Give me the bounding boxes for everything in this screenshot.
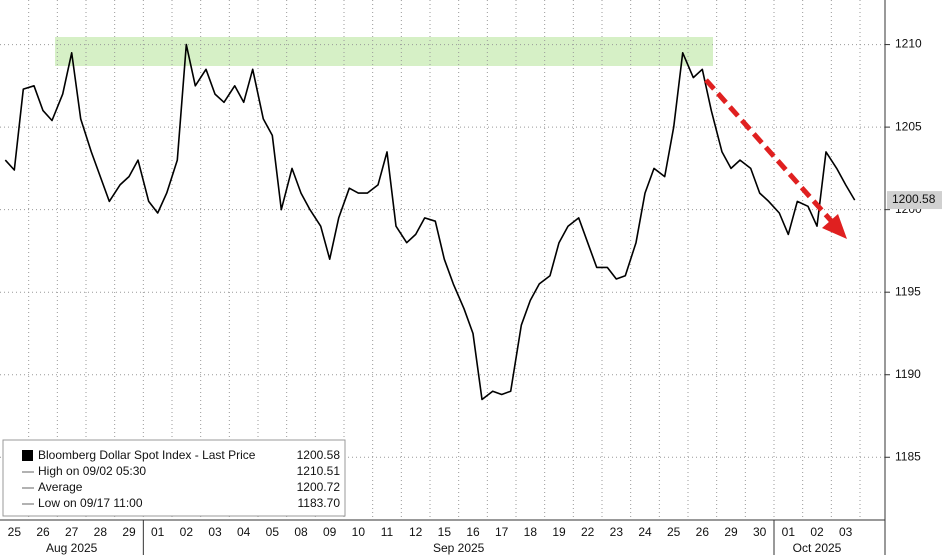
- x-tick-label: 18: [524, 525, 538, 539]
- y-tick-label: 1190: [895, 367, 921, 381]
- x-tick-label: 11: [381, 525, 394, 539]
- x-tick-label: 03: [839, 525, 853, 539]
- x-tick-label: 27: [65, 525, 79, 539]
- x-tick-label: 08: [294, 525, 308, 539]
- month-label: Sep 2025: [433, 541, 485, 555]
- x-tick-label: 29: [724, 525, 738, 539]
- x-tick-label: 02: [810, 525, 824, 539]
- highlight-band: [55, 37, 713, 66]
- legend-stat-label: Low on 09/17 11:00: [38, 496, 143, 510]
- x-tick-label: 25: [8, 525, 22, 539]
- legend-stat-label: Average: [38, 480, 83, 494]
- last-price-tag: [887, 191, 942, 210]
- x-tick-label: 04: [237, 525, 251, 539]
- x-tick-label: 30: [753, 525, 767, 539]
- x-tick-label: 22: [581, 525, 595, 539]
- x-tick-label: 19: [552, 525, 566, 539]
- x-tick-label: 10: [352, 525, 366, 539]
- x-tick-label: 01: [782, 525, 796, 539]
- last-price-label: 1200.58: [892, 192, 936, 206]
- y-tick-label: 1185: [895, 449, 921, 463]
- y-tick-label: 1195: [895, 284, 921, 298]
- legend-value: 1200.58: [297, 448, 341, 462]
- x-tick-label: 28: [94, 525, 108, 539]
- x-tick-label: 26: [696, 525, 710, 539]
- x-tick-label: 01: [151, 525, 165, 539]
- series-line: [4, 43, 856, 401]
- x-tick-label: 23: [610, 525, 624, 539]
- x-tick-label: 09: [323, 525, 337, 539]
- legend-stat-label: High on 09/02 05:30: [38, 464, 146, 478]
- month-label: Aug 2025: [46, 541, 98, 555]
- legend-stat-value: 1210.51: [297, 464, 341, 478]
- legend-stat-value: 1200.72: [297, 480, 341, 494]
- legend-swatch: [22, 450, 33, 461]
- x-tick-label: 02: [180, 525, 194, 539]
- x-tick-label: 25: [667, 525, 681, 539]
- x-tick-label: 17: [495, 525, 509, 539]
- x-tick-label: 29: [122, 525, 136, 539]
- legend-name: Bloomberg Dollar Spot Index - Last Price: [38, 448, 256, 462]
- x-tick-label: 24: [638, 525, 652, 539]
- month-label: Oct 2025: [793, 541, 842, 555]
- x-tick-label: 26: [36, 525, 50, 539]
- x-tick-label: 15: [438, 525, 452, 539]
- trend-arrowhead: [822, 214, 847, 239]
- x-tick-label: 16: [466, 525, 480, 539]
- legend-box: [2, 439, 346, 517]
- x-tick-label: 05: [266, 525, 280, 539]
- trend-arrow: [704, 78, 836, 226]
- x-tick-label: 03: [208, 525, 222, 539]
- legend-stat-value: 1183.70: [298, 496, 341, 510]
- y-tick-label: 1205: [895, 119, 922, 133]
- y-tick-label: 1210: [895, 37, 922, 51]
- x-tick-label: 12: [409, 525, 423, 539]
